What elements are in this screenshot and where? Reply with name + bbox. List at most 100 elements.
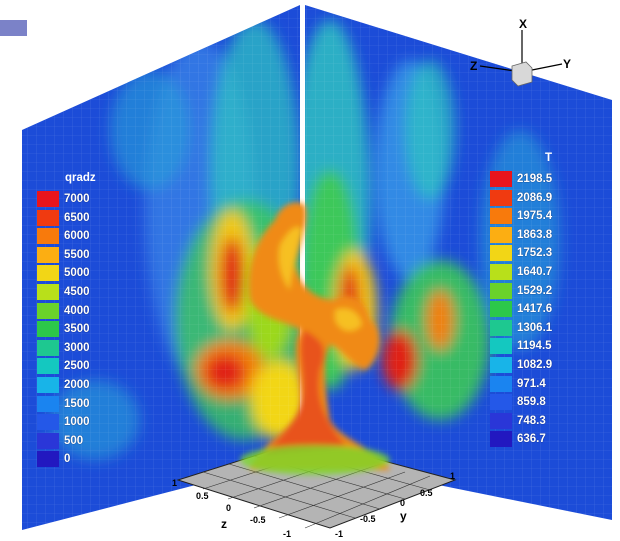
triad-x-label: X — [519, 17, 527, 31]
temperature-legend: T 2198.5 2086.9 1975.4 1863.8 1752.3 1640.7 15… — [490, 152, 580, 472]
left-legend-item: 1500 — [37, 395, 90, 412]
left-legend-value: 5000 — [64, 267, 90, 280]
right-legend-swatch — [490, 412, 512, 429]
right-legend-item: 1417.6 — [490, 301, 553, 318]
left-legend-item: 0 — [37, 451, 71, 468]
z-axis-label: z — [221, 517, 227, 531]
right-legend-value: 748.3 — [517, 414, 546, 427]
left-legend-swatch — [37, 414, 59, 431]
left-legend-item: 3500 — [37, 321, 90, 338]
left-legend-swatch — [37, 451, 59, 468]
left-legend-swatch — [37, 395, 59, 412]
right-legend-value: 971.4 — [517, 377, 546, 390]
right-legend-swatch — [490, 208, 512, 225]
left-legend-swatch — [37, 191, 59, 207]
right-legend-value: 1306.1 — [517, 321, 553, 334]
right-legend-swatch — [490, 171, 512, 187]
right-legend-value: 1975.4 — [517, 210, 553, 223]
left-legend-value: 0 — [64, 453, 71, 466]
left-legend-item: 1000 — [37, 414, 90, 431]
left-legend-swatch — [37, 284, 59, 300]
z-tick: 1 — [172, 478, 177, 488]
right-legend-swatch — [490, 319, 512, 336]
right-legend-swatch — [490, 226, 512, 243]
right-legend-value: 1640.7 — [517, 266, 553, 278]
left-legend-value: 1500 — [64, 397, 90, 410]
right-legend-swatch — [490, 357, 512, 373]
right-legend-value: 859.8 — [517, 396, 546, 409]
y-axis-label: y — [400, 509, 407, 523]
left-legend-value: 1000 — [64, 416, 90, 429]
left-legend-item: 5000 — [37, 265, 90, 282]
left-legend-swatch — [37, 302, 59, 319]
right-legend-value: 1529.2 — [517, 284, 553, 297]
left-legend-value: 500 — [64, 434, 84, 447]
right-legend-swatch — [490, 431, 512, 448]
left-legend-swatch — [37, 377, 59, 393]
y-tick: -1 — [335, 529, 343, 539]
left-legend-value: 4500 — [64, 286, 90, 298]
right-legend-value: 1863.8 — [517, 228, 553, 241]
left-legend-item: 5500 — [37, 246, 90, 263]
right-legend-item: 1082.9 — [490, 357, 552, 373]
left-legend-value: 6000 — [64, 230, 90, 243]
right-legend-item: 1306.1 — [490, 319, 553, 336]
right-legend-swatch — [490, 301, 512, 318]
right-legend-value: 1194.5 — [517, 340, 552, 353]
left-legend-swatch — [37, 265, 59, 282]
right-legend-item: 1863.8 — [490, 226, 553, 243]
left-legend-item: 6000 — [37, 228, 90, 245]
y-tick: 1 — [450, 471, 455, 481]
right-legend-swatch — [490, 189, 512, 206]
right-legend-swatch — [490, 338, 512, 355]
qradz-legend: qradz 7000 6500 6000 5500 5000 4500 4000 3500 30… — [37, 172, 107, 472]
right-legend-value: 2198.5 — [517, 173, 553, 185]
right-legend-item: 1529.2 — [490, 282, 553, 299]
left-legend-item: 4500 — [37, 284, 90, 300]
left-legend-swatch — [37, 321, 59, 338]
right-legend-swatch — [490, 282, 512, 299]
y-tick: 0.5 — [420, 488, 433, 498]
y-tick: 0 — [400, 498, 405, 508]
left-legend-swatch — [37, 358, 59, 375]
right-legend-item: 1194.5 — [490, 338, 552, 355]
z-tick: -1 — [283, 529, 291, 539]
left-legend-item: 2000 — [37, 377, 90, 393]
left-legend-value: 5500 — [64, 248, 90, 261]
right-legend-swatch — [490, 394, 512, 411]
triad-cube — [511, 61, 533, 87]
right-legend-swatch — [490, 264, 512, 280]
z-tick: 0 — [226, 503, 231, 513]
left-wall-contour — [22, 5, 300, 530]
right-legend-item: 748.3 — [490, 412, 546, 429]
z-tick: 0.5 — [196, 491, 209, 501]
right-legend-swatch — [490, 245, 512, 262]
temperature-legend-title: T — [545, 152, 553, 164]
z-tick: -0.5 — [250, 515, 266, 525]
triad-z-label: Z — [470, 59, 477, 73]
left-legend-value: 4000 — [64, 304, 90, 317]
right-legend-value: 1752.3 — [517, 247, 553, 260]
triad-y-label: Y — [563, 57, 571, 71]
left-legend-item: 4000 — [37, 302, 90, 319]
left-legend-swatch — [37, 246, 59, 263]
right-legend-item: 859.8 — [490, 394, 546, 411]
right-legend-value: 1417.6 — [517, 303, 553, 316]
accent-bar — [0, 20, 27, 36]
left-legend-swatch — [37, 339, 59, 356]
right-legend-item: 2198.5 — [490, 171, 552, 187]
left-legend-value: 2500 — [64, 360, 90, 373]
left-legend-item: 3000 — [37, 339, 90, 356]
left-legend-swatch — [37, 228, 59, 245]
left-legend-item: 2500 — [37, 358, 90, 375]
left-legend-value: 7000 — [64, 193, 90, 205]
right-legend-swatch — [490, 375, 512, 392]
right-legend-item: 1975.4 — [490, 208, 553, 225]
left-legend-item: 7000 — [37, 191, 90, 207]
right-legend-item: 636.7 — [490, 431, 546, 448]
right-legend-item: 971.4 — [490, 375, 546, 392]
right-legend-item: 1640.7 — [490, 264, 552, 280]
left-legend-item: 500 — [37, 432, 84, 449]
y-tick: -0.5 — [360, 514, 376, 524]
right-legend-item: 2086.9 — [490, 189, 552, 206]
